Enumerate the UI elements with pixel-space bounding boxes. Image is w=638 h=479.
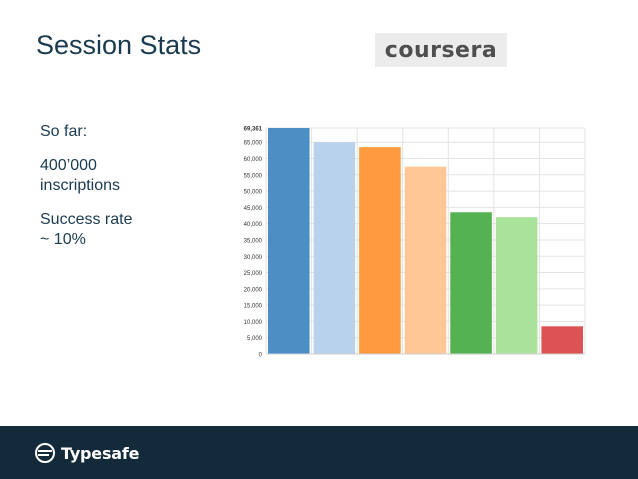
slide-title: Session Stats	[36, 30, 202, 60]
y-tick-label: 25,000	[244, 271, 263, 277]
so-far-label: So far:	[40, 123, 88, 140]
y-tick-label: 5,000	[247, 336, 263, 342]
bar	[495, 217, 538, 354]
inscriptions-stat: 400’000 inscriptions	[40, 156, 210, 196]
success-rate-stat: Success rate ~ 10%	[40, 210, 210, 250]
y-max-label: 69,361	[244, 127, 263, 133]
bar	[541, 326, 583, 354]
y-tick-label: 55,000	[244, 173, 263, 179]
success-rate-value: ~ 10%	[40, 231, 86, 248]
bar	[450, 212, 492, 354]
typesafe-logo-icon	[35, 443, 55, 463]
enrollment-bar-chart: 0 5,000 10,000 15,000 20,000 25,000 30,000 35,0…	[244, 127, 586, 359]
bar	[313, 142, 356, 354]
footer-bar: Typesafe	[0, 426, 638, 479]
y-tick-label: 20,000	[244, 287, 263, 293]
typesafe-brand: Typesafe	[34, 442, 139, 464]
stats-text: So far: 400’000 inscriptions Success rat…	[40, 122, 210, 264]
y-tick-label: 0	[259, 353, 263, 359]
coursera-logo: coursera	[375, 33, 507, 67]
coursera-logo-text: coursera	[384, 37, 498, 63]
y-tick-label: 10,000	[244, 320, 263, 326]
y-tick-label: 50,000	[244, 190, 263, 196]
typesafe-brand-text: Typesafe	[61, 443, 140, 463]
y-tick-label: 35,000	[244, 238, 263, 244]
inscriptions-label: inscriptions	[40, 177, 121, 194]
y-tick-label: 40,000	[244, 222, 263, 228]
y-tick-label: 30,000	[244, 255, 263, 261]
inscriptions-count: 400’000	[40, 157, 97, 174]
bar	[404, 166, 447, 354]
bar	[268, 128, 310, 354]
y-tick-label: 15,000	[244, 304, 263, 310]
bar	[359, 147, 401, 354]
success-rate-label: Success rate	[40, 211, 133, 228]
y-tick-label: 65,000	[244, 141, 263, 147]
y-tick-label: 60,000	[244, 157, 263, 163]
y-tick-label: 45,000	[244, 206, 263, 212]
